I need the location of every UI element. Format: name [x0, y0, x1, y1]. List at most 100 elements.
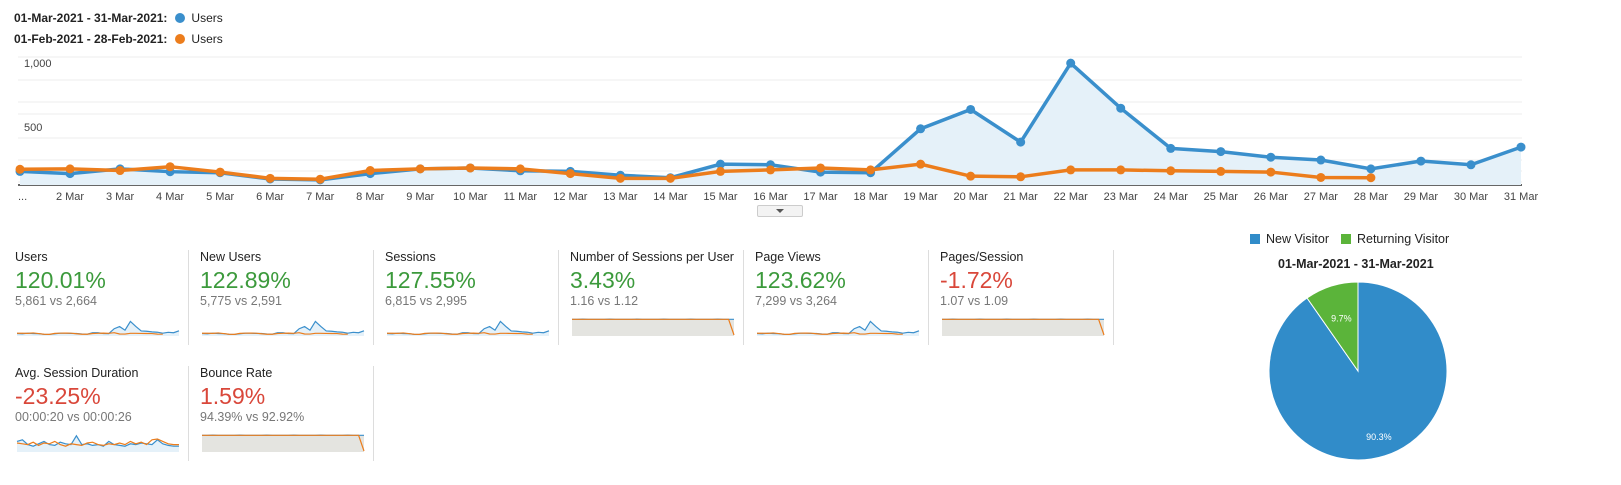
data-point[interactable] — [365, 166, 375, 176]
data-point[interactable] — [916, 159, 926, 169]
scorecard-title: Number of Sessions per User — [570, 250, 734, 264]
data-point[interactable] — [265, 173, 275, 183]
data-point[interactable] — [1366, 173, 1376, 183]
data-point[interactable] — [966, 171, 976, 181]
x-tick-label: 24 Mar — [1154, 191, 1189, 203]
users-line-chart: 1,000 500... 2 Mar 3 Mar 4 Mar 5 Mar 6 Mar 7 Ma… — [15, 56, 1538, 203]
divider — [928, 250, 929, 345]
data-point[interactable] — [1166, 143, 1176, 153]
data-point[interactable] — [1016, 172, 1026, 182]
series-dot-icon — [175, 13, 186, 23]
sparkline — [201, 320, 365, 336]
pie-slice-label: 9.7% — [1331, 313, 1352, 323]
data-point[interactable] — [816, 163, 826, 173]
data-point[interactable] — [1416, 156, 1426, 166]
sparkline-previous — [942, 318, 1105, 336]
sparkline-area — [17, 435, 179, 452]
data-point[interactable] — [15, 164, 25, 174]
data-point[interactable] — [1266, 152, 1276, 162]
scorecard-compare: 6,815 vs 2,995 — [385, 294, 468, 308]
sparkline-previous — [386, 332, 533, 335]
sparkline-area — [942, 319, 1104, 336]
x-tick-label: 13 Mar — [603, 191, 638, 203]
data-point[interactable] — [465, 163, 475, 173]
sparkline — [16, 320, 180, 336]
sparkline — [16, 434, 179, 452]
data-point[interactable] — [1016, 137, 1026, 147]
pie-slice-label: 90.3% — [1366, 432, 1392, 442]
data-point[interactable] — [1116, 165, 1126, 175]
data-point[interactable] — [766, 165, 775, 175]
data-point[interactable] — [1316, 172, 1326, 182]
data-point[interactable] — [1216, 147, 1226, 157]
pie-slice[interactable] — [1306, 281, 1359, 373]
series-dot-icon — [175, 34, 186, 44]
scorecard-avg-session-duration[interactable]: Avg. Session Duration -23.25% 00:00:20 v… — [15, 366, 185, 461]
x-tick-label: 14 Mar — [653, 191, 688, 203]
legend-current[interactable]: 01-Mar-2021 - 31-Mar-2021: Users — [14, 10, 223, 26]
data-point[interactable] — [615, 173, 625, 183]
data-point[interactable] — [415, 164, 425, 174]
x-tick-label: 6 Mar — [256, 191, 284, 203]
data-point[interactable] — [515, 164, 525, 174]
sparkline-previous — [201, 332, 348, 335]
data-point[interactable] — [115, 166, 125, 176]
scorecard-change: -1.72% — [940, 267, 1013, 293]
data-point[interactable] — [1266, 167, 1276, 177]
scorecard-change: 1.59% — [200, 383, 266, 409]
data-point[interactable] — [1466, 160, 1476, 170]
scorecard-sessions[interactable]: Sessions 127.55% 6,815 vs 2,995 — [385, 250, 555, 345]
sparkline-current — [16, 320, 180, 336]
sparkline-previous — [572, 318, 735, 336]
scorecard-title: New Users — [200, 250, 262, 264]
pie-legend-returning[interactable]: Returning Visitor — [1356, 232, 1450, 246]
sparkline-area — [572, 319, 734, 336]
sparkline — [756, 320, 920, 336]
chart-collapse-toggle[interactable] — [757, 205, 803, 217]
scorecard-pages-session[interactable]: Pages/Session -1.72% 1.07 vs 1.09 — [940, 250, 1110, 345]
data-point[interactable] — [715, 159, 725, 169]
data-point[interactable] — [315, 174, 325, 184]
data-point[interactable] — [1066, 165, 1076, 175]
scorecard-compare: 1.16 vs 1.12 — [570, 294, 639, 308]
sparkline-previous — [756, 332, 903, 335]
data-point[interactable] — [215, 167, 225, 177]
x-tick-label: 17 Mar — [803, 191, 838, 203]
data-point[interactable] — [966, 104, 976, 114]
sparkline — [202, 434, 365, 452]
data-point[interactable] — [65, 164, 75, 174]
data-point[interactable] — [1316, 155, 1326, 165]
data-point[interactable] — [916, 124, 926, 134]
data-point[interactable] — [1166, 166, 1176, 176]
data-point[interactable] — [715, 166, 725, 176]
x-tick-label: 5 Mar — [206, 191, 234, 203]
data-point[interactable] — [1516, 142, 1526, 152]
data-point[interactable] — [565, 169, 575, 179]
scorecard-change: 3.43% — [570, 267, 636, 293]
scorecard-bounce-rate[interactable]: Bounce Rate 1.59% 94.39% vs 92.92% — [200, 366, 370, 461]
scorecard-new-users[interactable]: New Users 122.89% 5,775 vs 2,591 — [200, 250, 370, 345]
data-point[interactable] — [1216, 166, 1226, 176]
scorecard-number-of-sessions-per-user[interactable]: Number of Sessions per User 3.43% 1.16 v… — [570, 250, 740, 345]
scorecard-compare: 94.39% vs 92.92% — [200, 410, 305, 424]
data-point[interactable] — [866, 165, 876, 175]
scorecard-compare: 00:00:20 vs 00:00:26 — [15, 410, 132, 424]
data-point[interactable] — [1366, 164, 1376, 174]
x-tick-label: 11 Mar — [504, 191, 538, 203]
data-point[interactable] — [1116, 103, 1126, 113]
pie-legend-new[interactable]: New Visitor — [1266, 232, 1329, 246]
scorecard-page-views[interactable]: Page Views 123.62% 7,299 vs 3,264 — [755, 250, 925, 345]
legend-previous[interactable]: 01-Feb-2021 - 28-Feb-2021: Users — [14, 31, 223, 47]
scorecard-compare: 5,775 vs 2,591 — [200, 294, 283, 308]
scorecard-users[interactable]: Users 120.01% 5,861 vs 2,664 — [15, 250, 185, 345]
sparkline-current — [201, 320, 365, 336]
data-point[interactable] — [665, 173, 675, 183]
x-tick-label: 25 Mar — [1204, 191, 1239, 203]
data-point[interactable] — [1066, 58, 1076, 68]
scorecard-compare: 5,861 vs 2,664 — [15, 294, 98, 308]
x-tick-label: 26 Mar — [1254, 191, 1289, 203]
sparkline-area — [17, 321, 179, 336]
scorecard-title: Bounce Rate — [200, 366, 273, 380]
data-point[interactable] — [165, 162, 175, 172]
sparkline — [942, 318, 1105, 336]
